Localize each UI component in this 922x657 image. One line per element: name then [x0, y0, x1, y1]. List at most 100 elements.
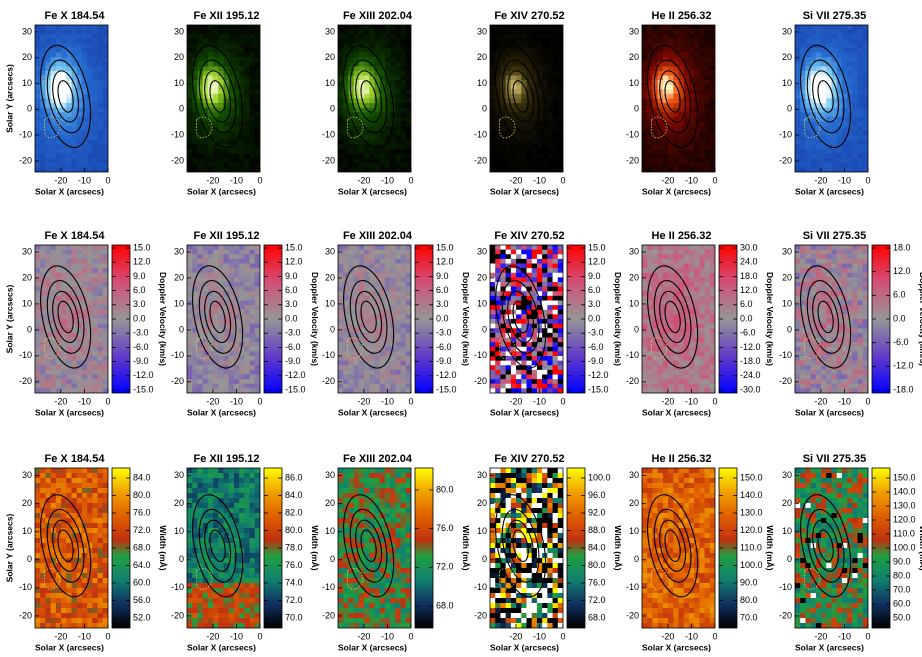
y-tick-label: 20 — [325, 52, 335, 62]
x-tick-label: 0 — [257, 175, 262, 185]
y-tick-label: 30 — [325, 470, 335, 480]
colorbar-tick-label: 76.0 — [133, 507, 151, 517]
y-tick-label: 20 — [782, 272, 792, 282]
colorbar-tick-label: 82.0 — [285, 507, 303, 517]
x-tick-label: -10 — [533, 175, 546, 185]
panel-title: Fe XII 195.12 — [193, 453, 259, 465]
colorbar-tick-label: 24.0 — [740, 257, 758, 267]
x-axis-label: Solar X (arcsecs) — [642, 642, 711, 652]
colorbar-tick-label: 56.0 — [133, 595, 151, 605]
panel: Fe XIV 270.52-20-100Solar X (arcsecs)-20… — [474, 10, 566, 196]
image — [487, 25, 563, 172]
image — [335, 245, 411, 393]
colorbar-tick-label: 84.0 — [133, 472, 151, 482]
y-tick-label: 10 — [477, 298, 487, 308]
colorbar-tick-label: 100.0 — [740, 560, 763, 570]
y-tick-label: 30 — [174, 246, 184, 256]
colorbar-tick-label: 3.0 — [285, 299, 298, 309]
image — [487, 245, 563, 393]
panel-title: Fe XIII 202.04 — [343, 453, 413, 465]
x-tick-label: 0 — [712, 175, 717, 185]
panel: He II 256.32-20-100Solar X (arcsecs)-20-… — [626, 10, 718, 196]
y-tick-label: -20 — [171, 155, 184, 165]
y-tick-label: -20 — [626, 376, 639, 386]
y-tick-label: 20 — [629, 52, 639, 62]
colorbar-tick-label: -18.0 — [740, 356, 761, 366]
colorbar-tick-label: 130.0 — [893, 500, 916, 510]
colorbar-tick-label: -6.0 — [588, 342, 604, 352]
y-tick-label: -20 — [19, 376, 32, 386]
colorbar-tick-label: -9.0 — [436, 356, 452, 366]
y-tick-label: 30 — [782, 26, 792, 36]
y-tick-label: 0 — [482, 104, 487, 114]
colorbar-tick-label: 9.0 — [133, 271, 146, 281]
y-tick-label: -10 — [779, 582, 792, 592]
colorbar-tick-label: 64.0 — [133, 560, 151, 570]
y-axis-label: Solar Y (arcsecs) — [4, 513, 14, 582]
y-tick-label: 0 — [634, 104, 639, 114]
y-tick-label: 20 — [174, 52, 184, 62]
colorbar-tick-label: 6.0 — [893, 290, 906, 300]
x-axis-label: Solar X (arcsecs) — [338, 407, 407, 417]
y-tick-label: 20 — [477, 498, 487, 508]
colorbar-tick-label: 3.0 — [436, 299, 449, 309]
panel-title: Fe XII 195.12 — [193, 10, 259, 22]
colorbar-tick-label: -24.0 — [740, 370, 761, 380]
colorbar-tick-label: 150.0 — [893, 472, 916, 482]
y-tick-label: -10 — [779, 129, 792, 139]
panel: Fe XIV 270.52-20-100Solar X (arcsecs)-20… — [474, 230, 623, 417]
x-tick-label: -20 — [54, 175, 67, 185]
y-tick-label: -10 — [171, 129, 184, 139]
panel-title: He II 256.32 — [652, 453, 712, 465]
image — [335, 468, 411, 628]
colorbar-label: Width (mÅ) — [461, 525, 471, 570]
image — [639, 245, 715, 393]
colorbar-tick-label: 86.0 — [285, 472, 303, 482]
colorbar-tick-label: -12.0 — [436, 370, 457, 380]
colorbar-tick-label: 150.0 — [740, 472, 763, 482]
colorbar-label: Width (mÅ) — [158, 525, 168, 570]
y-tick-label: 30 — [174, 470, 184, 480]
y-tick-label: 30 — [325, 246, 335, 256]
x-tick-label: -20 — [814, 175, 827, 185]
x-tick-label: -20 — [661, 175, 674, 185]
y-tick-label: 0 — [482, 324, 487, 334]
colorbar-tick-label: 3.0 — [133, 299, 146, 309]
y-tick-label: -20 — [779, 155, 792, 165]
colorbar-tick-label: 68.0 — [133, 542, 151, 552]
x-axis-label: Solar X (arcsecs) — [795, 186, 864, 196]
x-tick-label: -10 — [838, 631, 851, 641]
panel: Fe XIII 202.04-20-100Solar X (arcsecs)-2… — [322, 453, 471, 652]
panel: Si VII 275.35-20-100Solar X (arcsecs)-20… — [779, 10, 871, 196]
colorbar-tick-label: 0.0 — [893, 313, 906, 323]
colorbar-tick-label: -6.0 — [740, 328, 756, 338]
panel-title: Fe XIV 270.52 — [494, 230, 564, 242]
x-tick-label: -20 — [509, 631, 522, 641]
y-tick-label: 10 — [782, 526, 792, 536]
x-axis-label: Solar X (arcsecs) — [642, 407, 711, 417]
x-axis-label: Solar X (arcsecs) — [187, 407, 256, 417]
colorbar-tick-label: 110.0 — [893, 528, 915, 538]
y-tick-label: 30 — [477, 470, 487, 480]
y-tick-label: -10 — [626, 582, 639, 592]
panel-title: Fe X 184.54 — [45, 230, 106, 242]
x-tick-label: 0 — [105, 631, 110, 641]
y-tick-label: -20 — [322, 376, 335, 386]
x-tick-label: 0 — [105, 396, 110, 406]
x-tick-label: 0 — [408, 175, 413, 185]
y-tick-label: -20 — [171, 610, 184, 620]
y-tick-label: 10 — [22, 526, 32, 536]
image — [639, 468, 715, 628]
x-tick-label: -20 — [357, 396, 370, 406]
panel: Fe XII 195.12-20-100Solar X (arcsecs)-20… — [171, 10, 263, 196]
colorbar-label: Doppler Velocity (km/s) — [613, 272, 623, 366]
y-tick-label: -10 — [171, 350, 184, 360]
x-axis-label: Solar X (arcsecs) — [490, 642, 559, 652]
colorbar-label: Doppler Velocity (km/s) — [310, 272, 320, 366]
image — [184, 245, 260, 393]
panel: Fe XII 195.12-20-100Solar X (arcsecs)-20… — [171, 230, 320, 417]
x-axis-label: Solar X (arcsecs) — [338, 186, 407, 196]
x-tick-label: -20 — [54, 631, 67, 641]
colorbar-tick-label: 12.0 — [740, 285, 758, 295]
colorbar-tick-label: 120.0 — [740, 525, 763, 535]
